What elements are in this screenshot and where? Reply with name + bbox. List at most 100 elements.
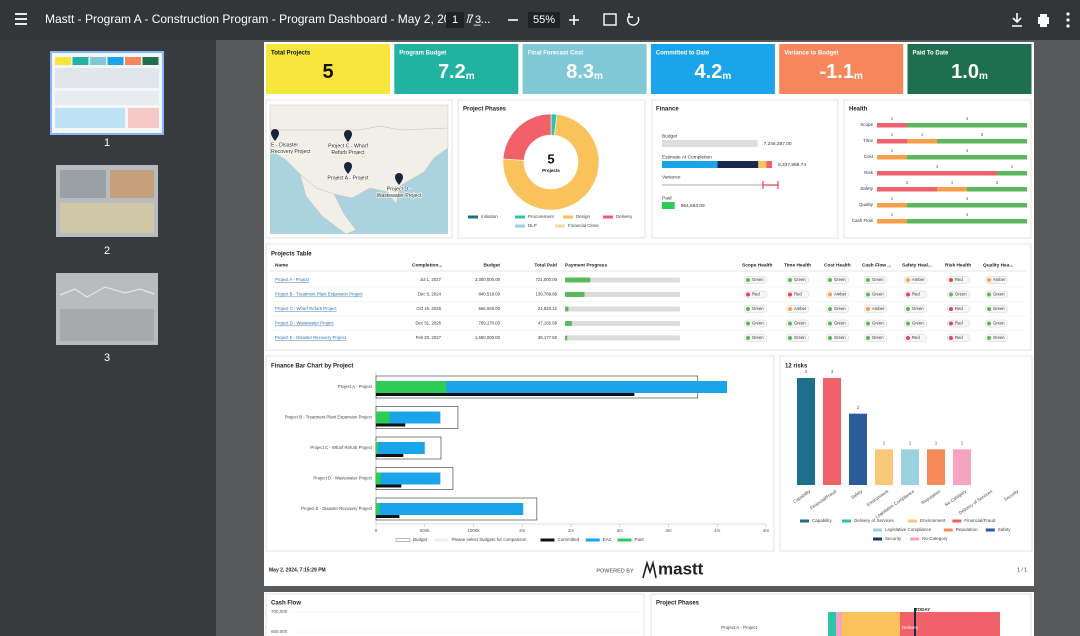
rotate-button[interactable] [626,13,640,26]
kpi-card [266,44,390,94]
table-cell: 21,820.12 [538,306,558,311]
status-label: Green [834,321,846,326]
map-pin-label: Wastewater Project [377,193,422,199]
finance-bar-segment [662,161,718,168]
project-link[interactable]: Project A - Project [275,277,310,282]
legend-label: Delivery [616,214,633,219]
kpi-value: 5 [322,61,333,83]
menu-button[interactable] [15,13,27,25]
project-link[interactable]: Project E - Disaster Recovery Project [275,335,347,340]
health-label: Cash Flow [852,218,874,223]
data-label: 3 [831,369,834,374]
status-dot [906,307,910,311]
legend-swatch [800,519,809,523]
table-cell: Feb 20, 2027 [416,335,442,340]
map-pin-label: Refurb Project [331,150,365,156]
status-dot [866,292,870,297]
page-thumbnail[interactable] [56,273,158,345]
table-cell: Dec 5, 2024 [418,292,442,297]
table-cell: 47,166.58 [538,321,558,326]
print-button[interactable] [1038,14,1049,27]
legend-swatch [873,537,882,541]
zoom-in-button[interactable] [569,15,579,25]
map-pin[interactable] [271,129,279,141]
status-label: Green [993,321,1005,326]
table-header: Time Health [784,262,811,268]
bar [376,515,400,518]
status-dot [866,307,870,311]
status-dot [906,278,910,282]
thumbnail-card [90,57,106,65]
x-tick-label: Safety [850,488,864,500]
status-pill [984,305,1009,313]
more-button[interactable] [1066,12,1070,28]
bar [376,381,447,393]
health-segment [877,171,997,176]
map-pin-label: Project D - [387,186,412,192]
bar [823,378,841,485]
panel [265,593,645,636]
finance-value: 964,663.09 [681,203,705,209]
map-pin[interactable] [395,173,403,185]
thumbnail-card [142,57,159,65]
legend-label: Procurement [528,214,555,219]
status-dot [746,307,750,311]
table-cell: 789,170.00 [478,321,500,326]
legend-swatch [515,224,525,228]
kpi-card [394,44,519,94]
kpi-unit: m [722,71,731,82]
panel-title: Finance [656,107,679,113]
table-header: Scope Health [742,262,772,268]
kpi-label: Committed to Date [656,51,710,57]
page-input[interactable] [446,12,464,28]
footer-page-number: 1 / 1 [1017,567,1027,573]
status-label: Amber [834,292,847,297]
status-pill [946,305,971,313]
health-count: 1 [921,132,924,137]
table-header: Total Paid [534,262,557,268]
status-dot [866,278,870,282]
legend-swatch [395,538,411,542]
project-link[interactable]: Project D - Wastewater Project [275,321,334,326]
y-tick-label: Project E - Disaster Recovery Project [301,506,373,511]
map-pin-label: Recovery Project [271,149,311,155]
legend-label: Financial/Fraud [964,518,996,523]
finance-label: Variance [662,174,681,180]
fit-page-button[interactable] [603,13,617,26]
page-separator: / [466,14,470,26]
status-label: Amber [872,306,885,311]
legend-swatch [842,519,851,523]
status-pill [946,334,971,342]
health-count: 4 [966,196,969,201]
project-link[interactable]: Project C - Wharf Refurb Project [275,306,337,311]
finance-label: Estimate At Completion [662,154,712,160]
health-segment [907,123,1027,128]
health-count: 1 [891,148,894,153]
panel-title: Projects Table [271,252,312,258]
status-dot [949,278,953,282]
page-thumbnail[interactable] [56,165,158,237]
project-link[interactable]: Project B - Treatment Plant Expansion Pr… [275,292,363,297]
kpi-number: 5 [322,61,333,83]
table-header: Safety Heal... [902,262,932,268]
health-count: 4 [966,212,969,217]
page-thumbnail[interactable] [50,51,164,135]
map-pin[interactable] [344,162,352,174]
health-count: 1 [891,132,894,137]
health-label: Safety [860,186,874,191]
health-count: 4 [966,148,969,153]
legend-label: DLP [528,223,537,228]
progress-fill [565,335,568,341]
thumbnail-label: 3 [104,352,110,364]
y-tick-label: Project A - Project [721,625,758,630]
map-pin[interactable] [344,130,352,142]
legend-label: Please select budgets for comparison [452,537,528,542]
download-button[interactable] [1012,13,1022,27]
health-count: 1 [891,116,894,121]
health-count: 4 [936,164,939,169]
zoom-input[interactable] [528,12,560,28]
finance-bar-segment [717,161,759,168]
health-count: 1 [891,196,894,201]
pie-center-value: 5 [547,151,554,166]
